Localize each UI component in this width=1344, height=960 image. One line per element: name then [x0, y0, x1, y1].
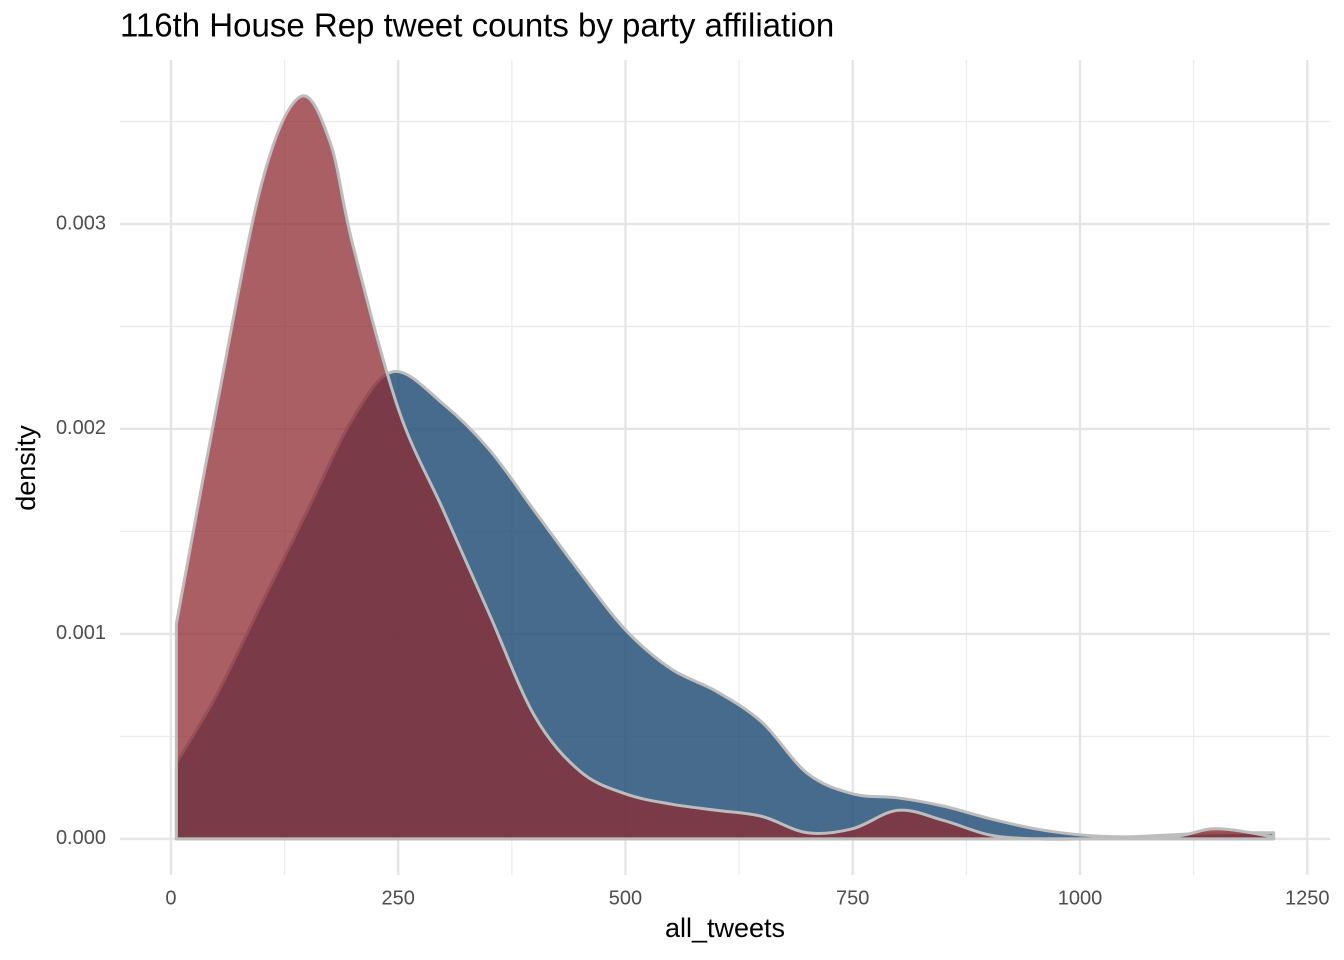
x-tick-label: 0 [165, 887, 176, 909]
y-tick-label: 0.003 [56, 212, 106, 234]
y-tick-label: 0.001 [56, 622, 106, 644]
x-axis-title: all_tweets [665, 913, 785, 943]
y-tick-label: 0.000 [56, 827, 106, 849]
y-axis-title: density [11, 425, 41, 511]
x-tick-label: 1000 [1058, 887, 1103, 909]
x-tick-label: 250 [381, 887, 414, 909]
x-tick-label: 750 [836, 887, 869, 909]
x-tick-label: 500 [609, 887, 642, 909]
x-tick-label: 1250 [1285, 887, 1330, 909]
y-tick-label: 0.002 [56, 417, 106, 439]
density-area [174, 94, 1276, 841]
chart-title: 116th House Rep tweet counts by party af… [120, 7, 834, 44]
